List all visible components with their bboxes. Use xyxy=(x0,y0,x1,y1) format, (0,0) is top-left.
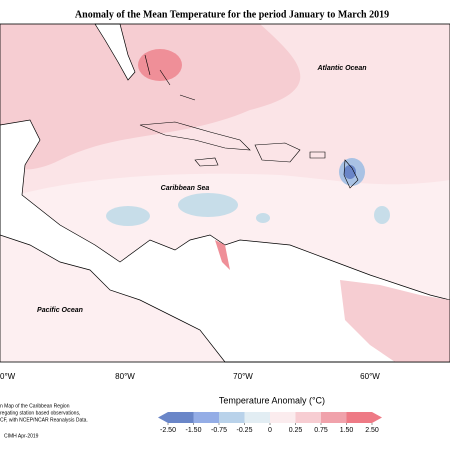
cuba xyxy=(139,121,251,151)
cold-core xyxy=(344,165,356,179)
mainland xyxy=(0,119,450,363)
warm-land xyxy=(215,240,230,270)
colorbar: -2.50 -1.50 -0.75 -0.25 0 0.25 0.75 1.50 2.50 xyxy=(158,412,382,434)
colorbar-tick-label: 1.50 xyxy=(340,427,354,434)
hispaniola xyxy=(254,142,301,163)
colorbar-tick-label: 0.75 xyxy=(314,427,328,434)
lon-label: 60°W xyxy=(360,372,380,381)
lon-label: 0°W xyxy=(0,372,16,381)
colorbar-segment xyxy=(219,412,245,423)
map xyxy=(0,23,450,363)
ocean-label: Pacific Ocean xyxy=(37,307,83,314)
puerto-rico xyxy=(309,151,326,159)
cool-area xyxy=(256,213,270,223)
colorbar-segment xyxy=(270,412,296,423)
jamaica xyxy=(194,157,219,167)
credit: CF, with NCEP/NCAR Reanalysis Data. xyxy=(0,417,88,423)
colorbar-tick-label: 0.25 xyxy=(289,427,303,434)
cool-area xyxy=(178,193,238,217)
lesser-antilles xyxy=(343,159,359,189)
bahamas xyxy=(144,54,196,101)
colorbar-title: Temperature Anomaly (°C) xyxy=(219,395,325,405)
colorbar-segment xyxy=(158,412,194,423)
colorbar-tick-label: -0.25 xyxy=(237,427,253,434)
colorbar-tick-label: 2.50 xyxy=(365,427,379,434)
warm-core xyxy=(138,49,182,81)
credit: regating station based observations, xyxy=(0,410,80,416)
cool-area xyxy=(106,206,150,226)
ocean-label: Caribbean Sea xyxy=(161,185,210,192)
credit: CIMH Apr-2019 xyxy=(4,433,39,439)
cool-area xyxy=(374,206,390,224)
colorbar-tick-label: -2.50 xyxy=(160,427,176,434)
colorbar-tick-label: -1.50 xyxy=(186,427,202,434)
colorbar-tick-label: 0 xyxy=(268,427,272,434)
colorbar-segment xyxy=(193,412,219,423)
colorbar-tick-label: -0.75 xyxy=(211,427,227,434)
colorbar-segment xyxy=(295,412,321,423)
colorbar-segment xyxy=(244,412,270,423)
lon-label: 70°W xyxy=(233,372,253,381)
warm-region xyxy=(0,24,301,170)
map-frame xyxy=(0,23,450,363)
colorbar-segment xyxy=(321,412,347,423)
warm-land xyxy=(340,280,450,362)
lon-label: 80°W xyxy=(115,372,135,381)
map-title: Anomaly of the Mean Temperature for the … xyxy=(75,9,389,20)
colorbar-segment xyxy=(346,412,382,423)
florida xyxy=(94,23,136,81)
credit: n Map of the Caribbean Region xyxy=(0,403,70,409)
ocean-label: Atlantic Ocean xyxy=(316,65,366,72)
